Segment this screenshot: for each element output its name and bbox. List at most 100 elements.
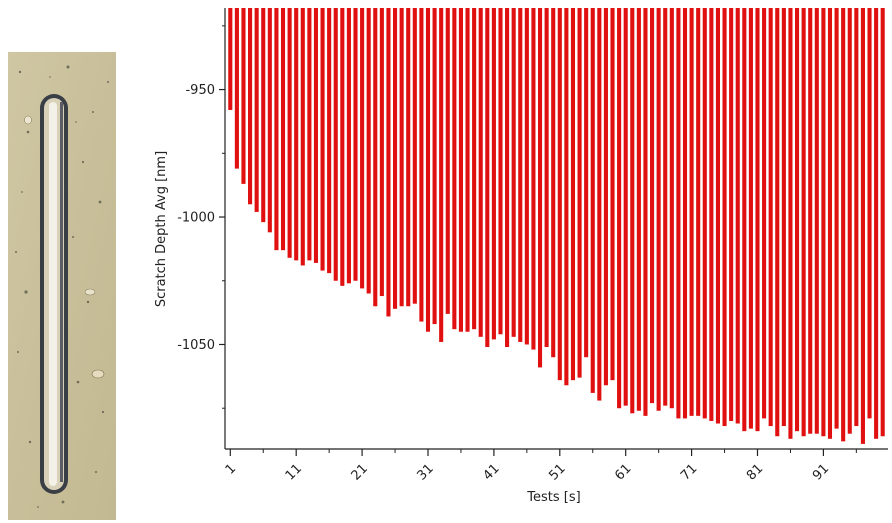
bar	[827, 8, 833, 439]
bar	[801, 8, 806, 437]
bar	[518, 8, 523, 342]
bar	[669, 8, 674, 409]
y-tick-label: -1000	[177, 211, 215, 226]
bar	[399, 8, 404, 307]
bar	[267, 8, 272, 233]
bar	[346, 8, 351, 284]
bar	[636, 8, 641, 411]
bar	[577, 8, 582, 378]
bar	[511, 8, 516, 337]
bar	[228, 8, 233, 110]
bar	[834, 8, 839, 429]
bar	[531, 8, 536, 350]
x-tick-label: 91	[810, 461, 832, 483]
micrograph-particle	[84, 288, 96, 296]
bar	[327, 8, 332, 274]
bar	[821, 8, 826, 437]
bar	[564, 8, 569, 386]
bar	[465, 8, 470, 332]
scratch-groove-shadow	[60, 102, 63, 482]
bar	[808, 8, 813, 434]
bar	[854, 8, 859, 427]
bar	[610, 8, 615, 381]
x-tick-label: 81	[744, 461, 766, 483]
y-tick-label: -950	[185, 83, 215, 98]
bar	[280, 8, 286, 251]
bar	[360, 8, 365, 289]
bar	[406, 8, 411, 307]
bar	[847, 8, 852, 434]
bar	[755, 8, 760, 432]
bar	[333, 8, 338, 281]
x-tick-label: 41	[480, 461, 502, 483]
bar	[320, 8, 325, 271]
bar	[590, 8, 595, 393]
bar	[261, 8, 266, 223]
bar	[748, 8, 753, 429]
bar	[570, 8, 576, 381]
bar	[353, 8, 358, 281]
bar	[584, 8, 589, 358]
x-axis-title: Tests [s]	[526, 490, 580, 505]
bar	[676, 8, 681, 419]
x-tick-label: 11	[283, 461, 305, 483]
bar	[386, 8, 391, 317]
bar	[742, 8, 747, 432]
bar	[412, 8, 417, 304]
bar	[379, 8, 384, 297]
bar	[617, 8, 622, 409]
bar	[241, 8, 246, 184]
bar	[505, 8, 510, 348]
bar	[715, 8, 720, 424]
scratch-groove-highlight	[49, 102, 57, 486]
bar	[452, 8, 457, 330]
bar	[248, 8, 253, 205]
bar	[650, 8, 655, 404]
bar	[788, 8, 793, 439]
bar	[491, 8, 496, 340]
bar	[860, 8, 865, 444]
bar	[274, 8, 279, 251]
bar	[419, 8, 424, 322]
x-tick-label: 21	[349, 461, 371, 483]
micrograph-specks	[15, 65, 109, 508]
bar	[603, 8, 608, 386]
bar	[781, 8, 786, 427]
bar	[234, 8, 239, 169]
y-axis-title: Scratch Depth Avg [nm]	[154, 151, 169, 307]
bar	[689, 8, 694, 416]
bar	[682, 8, 688, 419]
bar	[551, 8, 556, 358]
bar	[729, 8, 734, 421]
bar	[880, 8, 885, 437]
bar	[373, 8, 378, 307]
bar	[867, 8, 872, 419]
bar	[300, 8, 305, 266]
bar	[313, 8, 319, 263]
bar	[597, 8, 602, 401]
bar	[656, 8, 661, 411]
bar	[340, 8, 345, 286]
bar	[775, 8, 780, 437]
bar	[393, 8, 398, 309]
bar	[445, 8, 450, 314]
bar	[287, 8, 292, 258]
bar	[425, 8, 431, 332]
x-tick-label: 71	[678, 461, 700, 483]
bar	[478, 8, 483, 337]
bar	[768, 8, 773, 427]
bar	[623, 8, 628, 406]
bar	[485, 8, 490, 348]
bar	[762, 8, 767, 419]
x-tick-label: 51	[546, 461, 568, 483]
micrograph-particle	[91, 369, 105, 379]
bar	[735, 8, 740, 424]
bar	[663, 8, 668, 406]
bar	[794, 8, 800, 432]
scratch-micrograph	[8, 52, 116, 520]
bar	[294, 8, 299, 261]
bar	[366, 8, 371, 294]
bar	[841, 8, 846, 442]
bar	[874, 8, 879, 439]
